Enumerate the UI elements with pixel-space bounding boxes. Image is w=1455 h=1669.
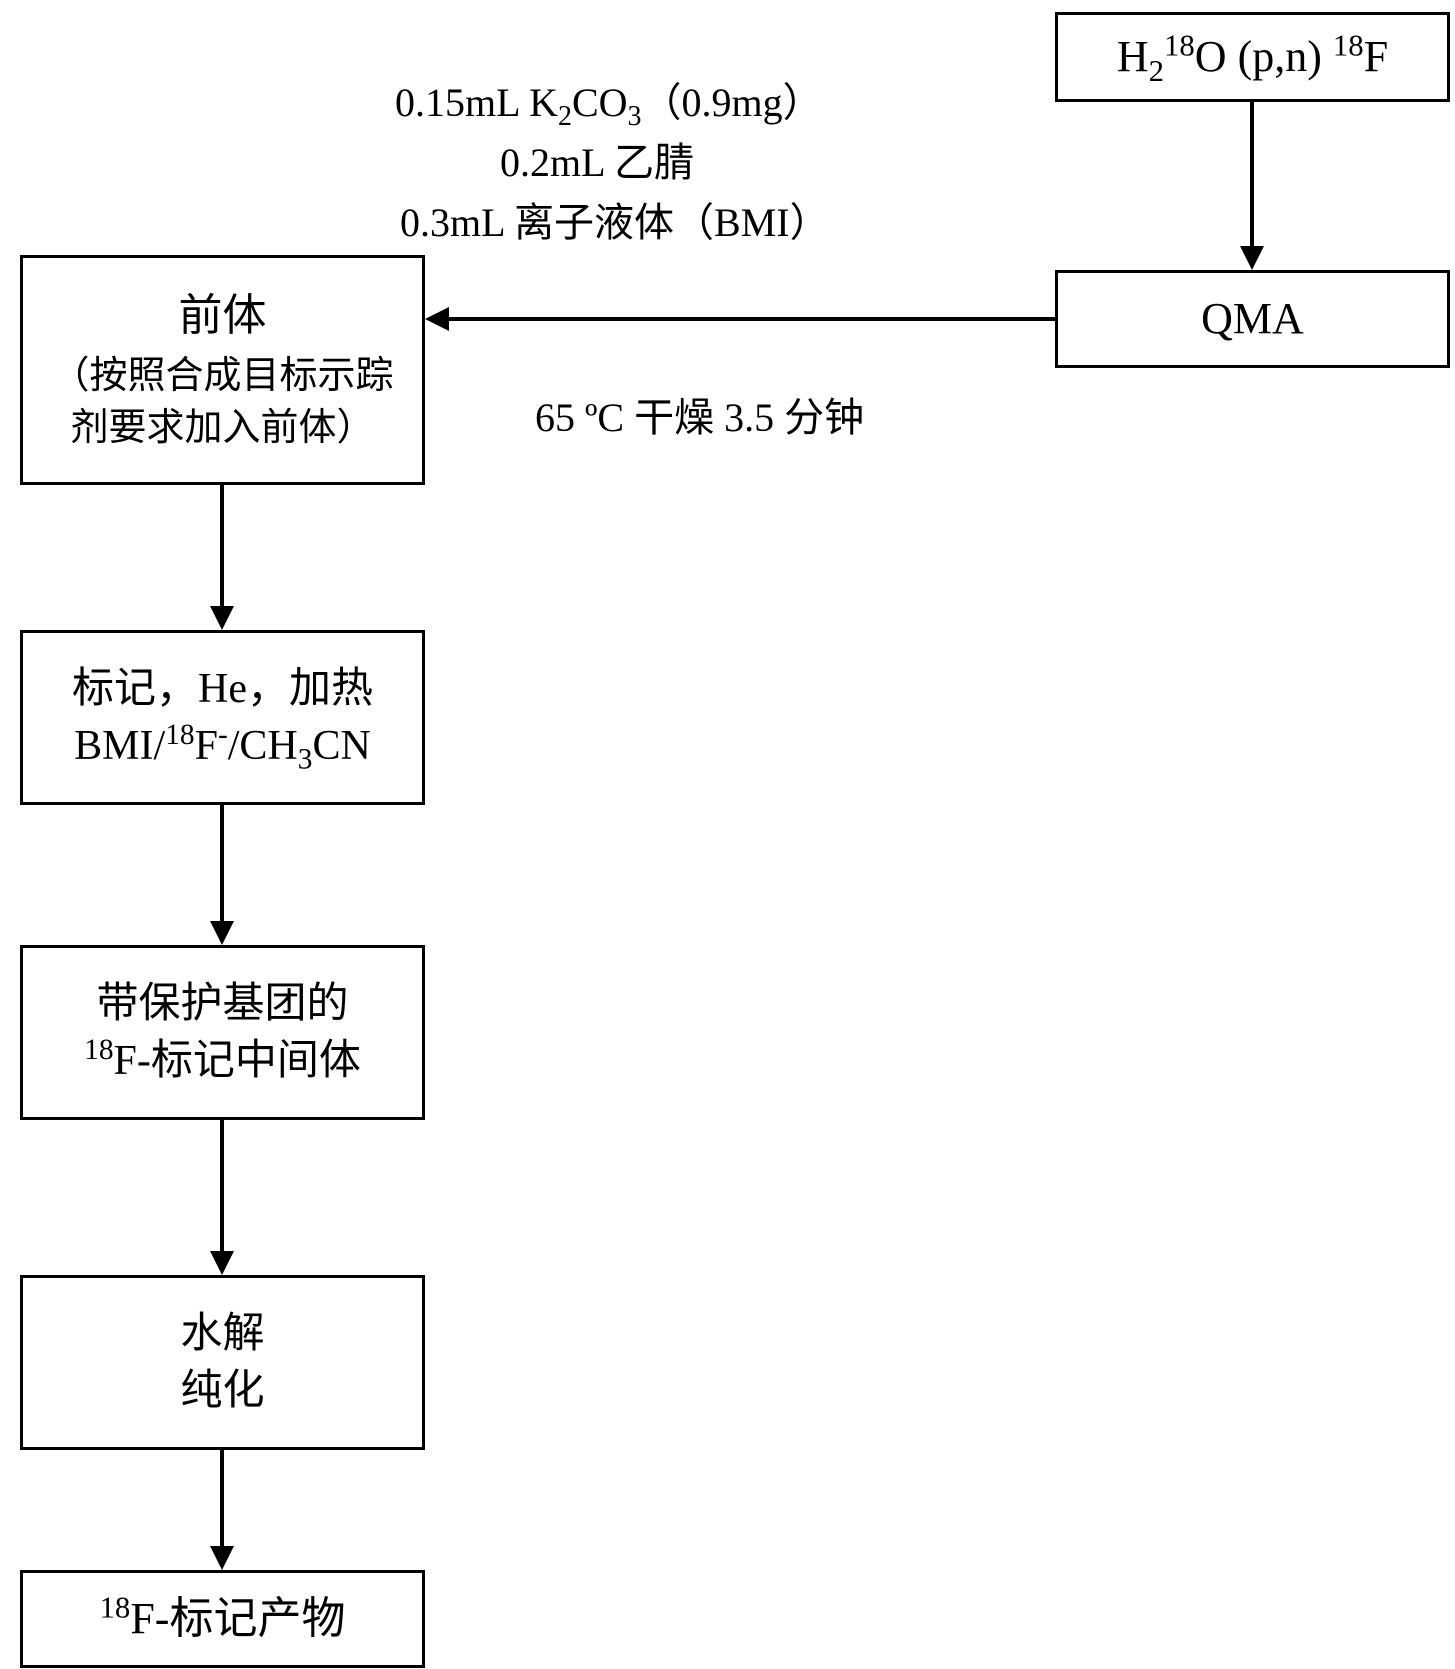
label-reagent-3: 0.3mL 离子液体（BMI） xyxy=(400,190,830,248)
box-source: H218O (p,n) 18F xyxy=(1055,12,1450,102)
box-hydrolysis-line2: 纯化 xyxy=(180,1363,264,1420)
box-qma: QMA xyxy=(1055,270,1450,368)
box-labeling: 标记，He，加热 BMI/18F-/CH3CN xyxy=(20,630,425,805)
label-reagent-2: 0.2mL 乙腈 xyxy=(500,130,694,188)
box-intermediate: 带保护基团的 18F-标记中间体 xyxy=(20,945,425,1120)
box-precursor: 前体 （按照合成目标示踪剂要求加入前体） xyxy=(20,255,425,485)
box-qma-text: QMA xyxy=(1201,289,1304,348)
box-hydrolysis-line1: 水解 xyxy=(180,1306,264,1363)
box-source-text: H218O (p,n) 18F xyxy=(1117,27,1388,86)
box-intermediate-line2: 18F-标记中间体 xyxy=(84,1033,361,1090)
label-drying: 65 ºC 干燥 3.5 分钟 xyxy=(535,385,864,443)
box-precursor-main: 前体 xyxy=(179,286,267,345)
box-product-text: 18F-标记产物 xyxy=(100,1589,346,1648)
box-labeling-line1: 标记，He，加热 xyxy=(72,661,373,718)
box-intermediate-line1: 带保护基团的 xyxy=(96,976,348,1033)
box-product: 18F-标记产物 xyxy=(20,1570,425,1668)
box-precursor-sub: （按照合成目标示踪剂要求加入前体） xyxy=(23,351,422,454)
box-hydrolysis: 水解 纯化 xyxy=(20,1275,425,1450)
box-labeling-line2: BMI/18F-/CH3CN xyxy=(74,718,371,775)
label-reagent-1: 0.15mL K2CO3（0.9mg） xyxy=(395,70,823,128)
